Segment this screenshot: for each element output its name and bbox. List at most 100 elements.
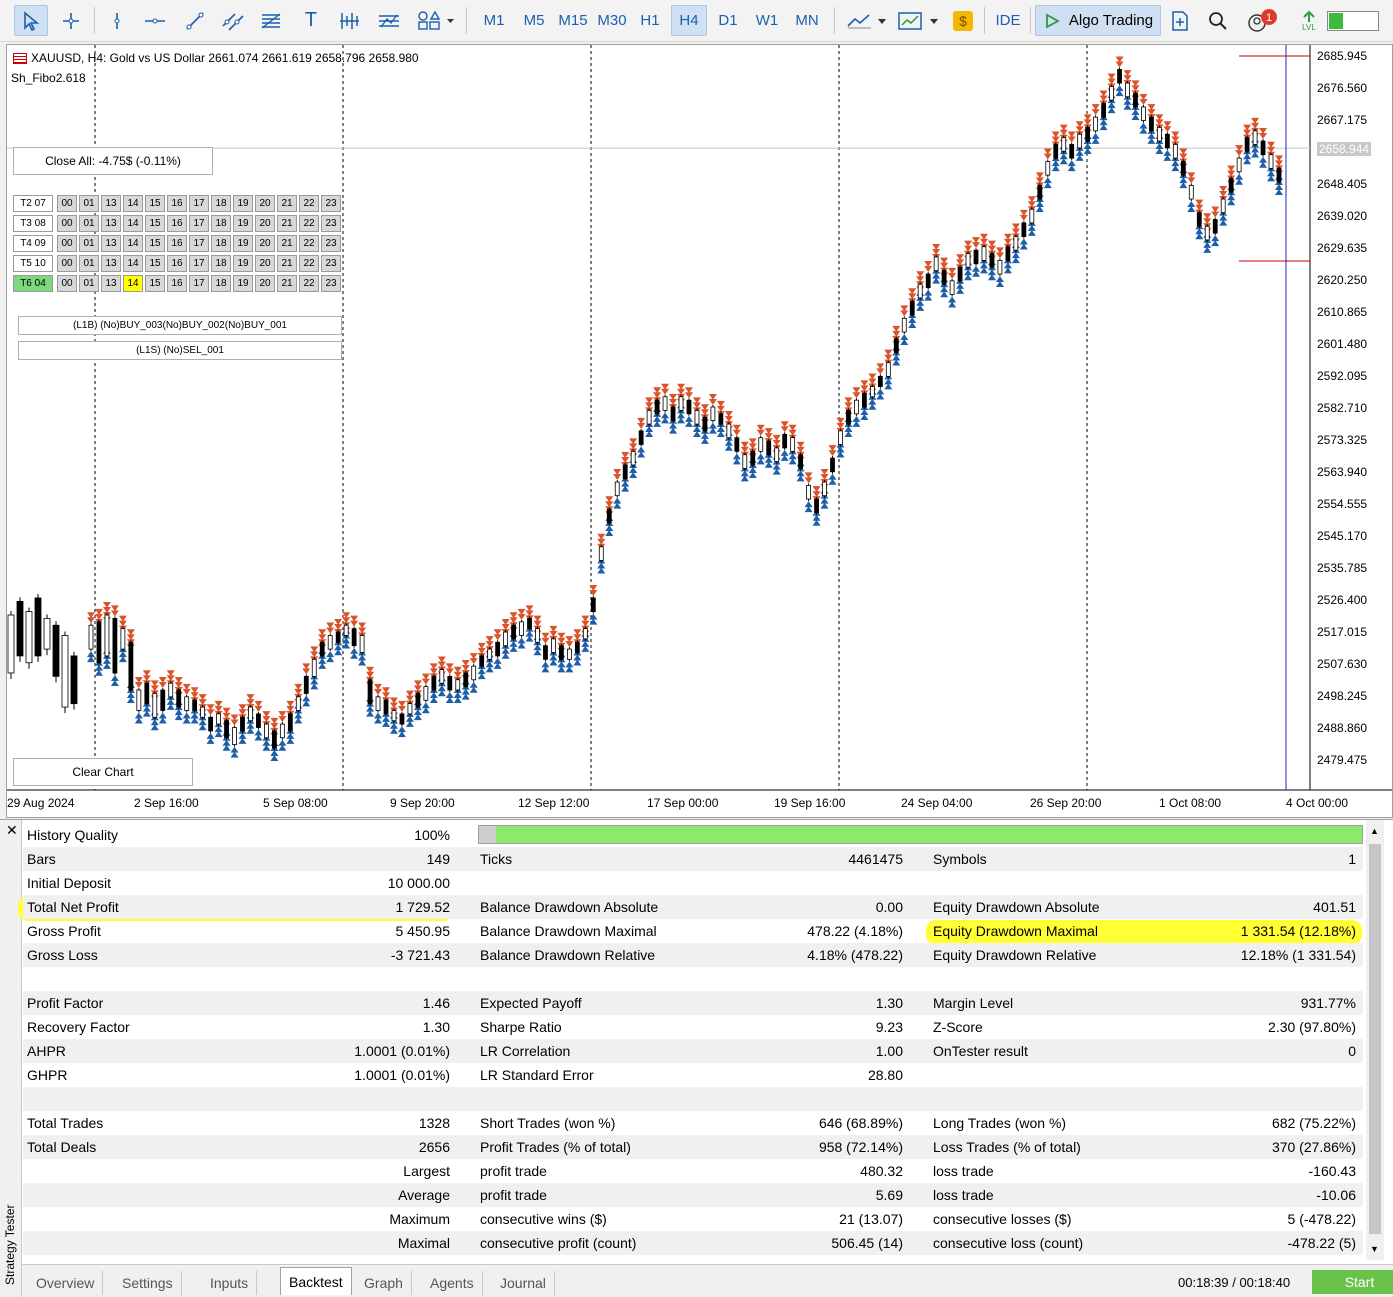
hour-cell[interactable]: 23 bbox=[321, 235, 341, 252]
hour-cell[interactable]: 13 bbox=[101, 235, 121, 252]
hour-cell[interactable]: 20 bbox=[255, 215, 275, 232]
hour-cell[interactable]: 19 bbox=[233, 275, 253, 292]
tester-scrollbar[interactable]: ▲ ▼ bbox=[1366, 820, 1384, 1260]
timeframe-m30[interactable]: M30 bbox=[597, 12, 627, 29]
horizontal-line-tool-icon[interactable] bbox=[140, 5, 170, 36]
hour-cell[interactable]: 20 bbox=[255, 195, 275, 212]
hour-cell[interactable]: 13 bbox=[101, 195, 121, 212]
timeframe-h1[interactable]: H1 bbox=[640, 12, 660, 29]
hour-cell[interactable]: 18 bbox=[211, 215, 231, 232]
chart-type-menu-icon[interactable] bbox=[844, 5, 890, 36]
hour-cell[interactable]: 17 bbox=[189, 235, 209, 252]
shapes-menu-icon[interactable] bbox=[414, 5, 458, 36]
timeframe-w1[interactable]: W1 bbox=[755, 12, 779, 29]
chart-template-menu-icon[interactable] bbox=[896, 5, 942, 36]
hour-cell[interactable]: 14 bbox=[123, 195, 143, 212]
hour-cell[interactable]: 19 bbox=[233, 255, 253, 272]
hour-cell[interactable]: 00 bbox=[57, 255, 77, 272]
hour-cell[interactable]: 19 bbox=[233, 195, 253, 212]
hour-cell[interactable]: 18 bbox=[211, 275, 231, 292]
hour-cell[interactable]: 21 bbox=[277, 195, 297, 212]
trendline-tool-icon[interactable] bbox=[180, 5, 210, 36]
hour-cell[interactable]: 23 bbox=[321, 215, 341, 232]
indicators-icon[interactable] bbox=[334, 5, 364, 36]
hour-cell[interactable]: 15 bbox=[145, 215, 165, 232]
ide-button[interactable]: IDE bbox=[995, 12, 1021, 29]
hour-cell[interactable]: 22 bbox=[299, 255, 319, 272]
hour-cell[interactable]: 16 bbox=[167, 195, 187, 212]
tab-journal[interactable]: Journal bbox=[492, 1271, 555, 1295]
tab-agents[interactable]: Agents bbox=[422, 1271, 483, 1295]
hour-cell[interactable]: 16 bbox=[167, 255, 187, 272]
vertical-line-tool-icon[interactable] bbox=[104, 5, 130, 36]
hour-cell[interactable]: 23 bbox=[321, 275, 341, 292]
hour-cell[interactable]: 01 bbox=[79, 215, 99, 232]
hour-cell[interactable]: 20 bbox=[255, 255, 275, 272]
hour-cell[interactable]: 17 bbox=[189, 255, 209, 272]
fibonacci-tool-icon[interactable] bbox=[256, 5, 286, 36]
chart-menu-icon[interactable] bbox=[13, 53, 27, 65]
hour-day-cell[interactable]: T2 07 bbox=[13, 195, 53, 212]
hour-cell[interactable]: 23 bbox=[321, 195, 341, 212]
hour-cell[interactable]: 14 bbox=[123, 235, 143, 252]
start-button[interactable]: Start bbox=[1312, 1270, 1393, 1294]
signal-level-icon[interactable]: LVL bbox=[1296, 5, 1322, 36]
hour-cell[interactable]: 22 bbox=[299, 235, 319, 252]
clear-chart-button[interactable]: Clear Chart bbox=[13, 758, 193, 786]
tab-graph[interactable]: Graph bbox=[356, 1271, 412, 1295]
timeframe-m1[interactable]: M1 bbox=[483, 12, 505, 29]
hour-cell[interactable]: 21 bbox=[277, 255, 297, 272]
hour-cell[interactable]: 21 bbox=[277, 215, 297, 232]
cursor-tool-icon[interactable] bbox=[14, 5, 48, 36]
notifications-icon[interactable]: 1 bbox=[1244, 5, 1280, 36]
hour-cell[interactable]: 14 bbox=[123, 215, 143, 232]
hour-cell[interactable]: 22 bbox=[299, 195, 319, 212]
hour-cell[interactable]: 14 bbox=[123, 255, 143, 272]
hour-day-cell[interactable]: T6 04 bbox=[13, 275, 53, 292]
timeframe-d1[interactable]: D1 bbox=[718, 12, 738, 29]
tab-inputs[interactable]: Inputs bbox=[202, 1271, 258, 1295]
dollar-icon[interactable]: $ bbox=[950, 5, 976, 36]
price-chart[interactable]: XAUUSD, H4: Gold vs US Dollar 2661.074 2… bbox=[6, 44, 1393, 818]
hour-cell[interactable]: 00 bbox=[57, 275, 77, 292]
channel-tool-icon[interactable] bbox=[218, 5, 248, 36]
hour-cell[interactable]: 13 bbox=[101, 255, 121, 272]
text-tool-icon[interactable]: T bbox=[304, 9, 318, 31]
hour-cell[interactable]: 01 bbox=[79, 235, 99, 252]
timeframe-m5[interactable]: M5 bbox=[523, 12, 545, 29]
hour-cell[interactable]: 21 bbox=[277, 275, 297, 292]
hour-cell[interactable]: 17 bbox=[189, 275, 209, 292]
timeframe-m15[interactable]: M15 bbox=[558, 12, 588, 29]
hour-cell[interactable]: 15 bbox=[145, 235, 165, 252]
timeframe-mn[interactable]: MN bbox=[795, 12, 819, 29]
close-icon[interactable]: ✕ bbox=[6, 822, 18, 838]
hour-cell[interactable]: 19 bbox=[233, 215, 253, 232]
tab-overview[interactable]: Overview bbox=[28, 1271, 104, 1295]
hour-cell[interactable]: 16 bbox=[167, 275, 187, 292]
hour-cell[interactable]: 00 bbox=[57, 195, 77, 212]
timeframe-h4[interactable]: H4 bbox=[671, 5, 707, 36]
hour-cell[interactable]: 16 bbox=[167, 235, 187, 252]
hour-day-cell[interactable]: T5 10 bbox=[13, 255, 53, 272]
tab-backtest[interactable]: Backtest bbox=[280, 1267, 352, 1295]
hour-cell[interactable]: 14 bbox=[123, 275, 143, 292]
hour-cell[interactable]: 18 bbox=[211, 235, 231, 252]
hour-cell[interactable]: 22 bbox=[299, 215, 319, 232]
hour-cell[interactable]: 15 bbox=[145, 275, 165, 292]
hour-cell[interactable]: 15 bbox=[145, 255, 165, 272]
hour-cell[interactable]: 22 bbox=[299, 275, 319, 292]
hour-day-cell[interactable]: T4 09 bbox=[13, 235, 53, 252]
hour-cell[interactable]: 13 bbox=[101, 215, 121, 232]
scroll-up-icon[interactable]: ▲ bbox=[1370, 826, 1379, 836]
hour-cell[interactable]: 16 bbox=[167, 215, 187, 232]
scrollbar-thumb[interactable] bbox=[1369, 844, 1381, 1234]
hour-cell[interactable]: 17 bbox=[189, 195, 209, 212]
algo-trading-button[interactable]: Algo Trading bbox=[1035, 5, 1161, 36]
hour-cell[interactable]: 17 bbox=[189, 215, 209, 232]
close-all-button[interactable]: Close All: -4.75$ (-0.11%) bbox=[13, 147, 213, 175]
hour-cell[interactable]: 18 bbox=[211, 195, 231, 212]
hour-cell[interactable]: 13 bbox=[101, 275, 121, 292]
scroll-down-icon[interactable]: ▼ bbox=[1370, 1244, 1379, 1254]
hour-cell[interactable]: 15 bbox=[145, 195, 165, 212]
search-icon[interactable] bbox=[1204, 5, 1232, 36]
